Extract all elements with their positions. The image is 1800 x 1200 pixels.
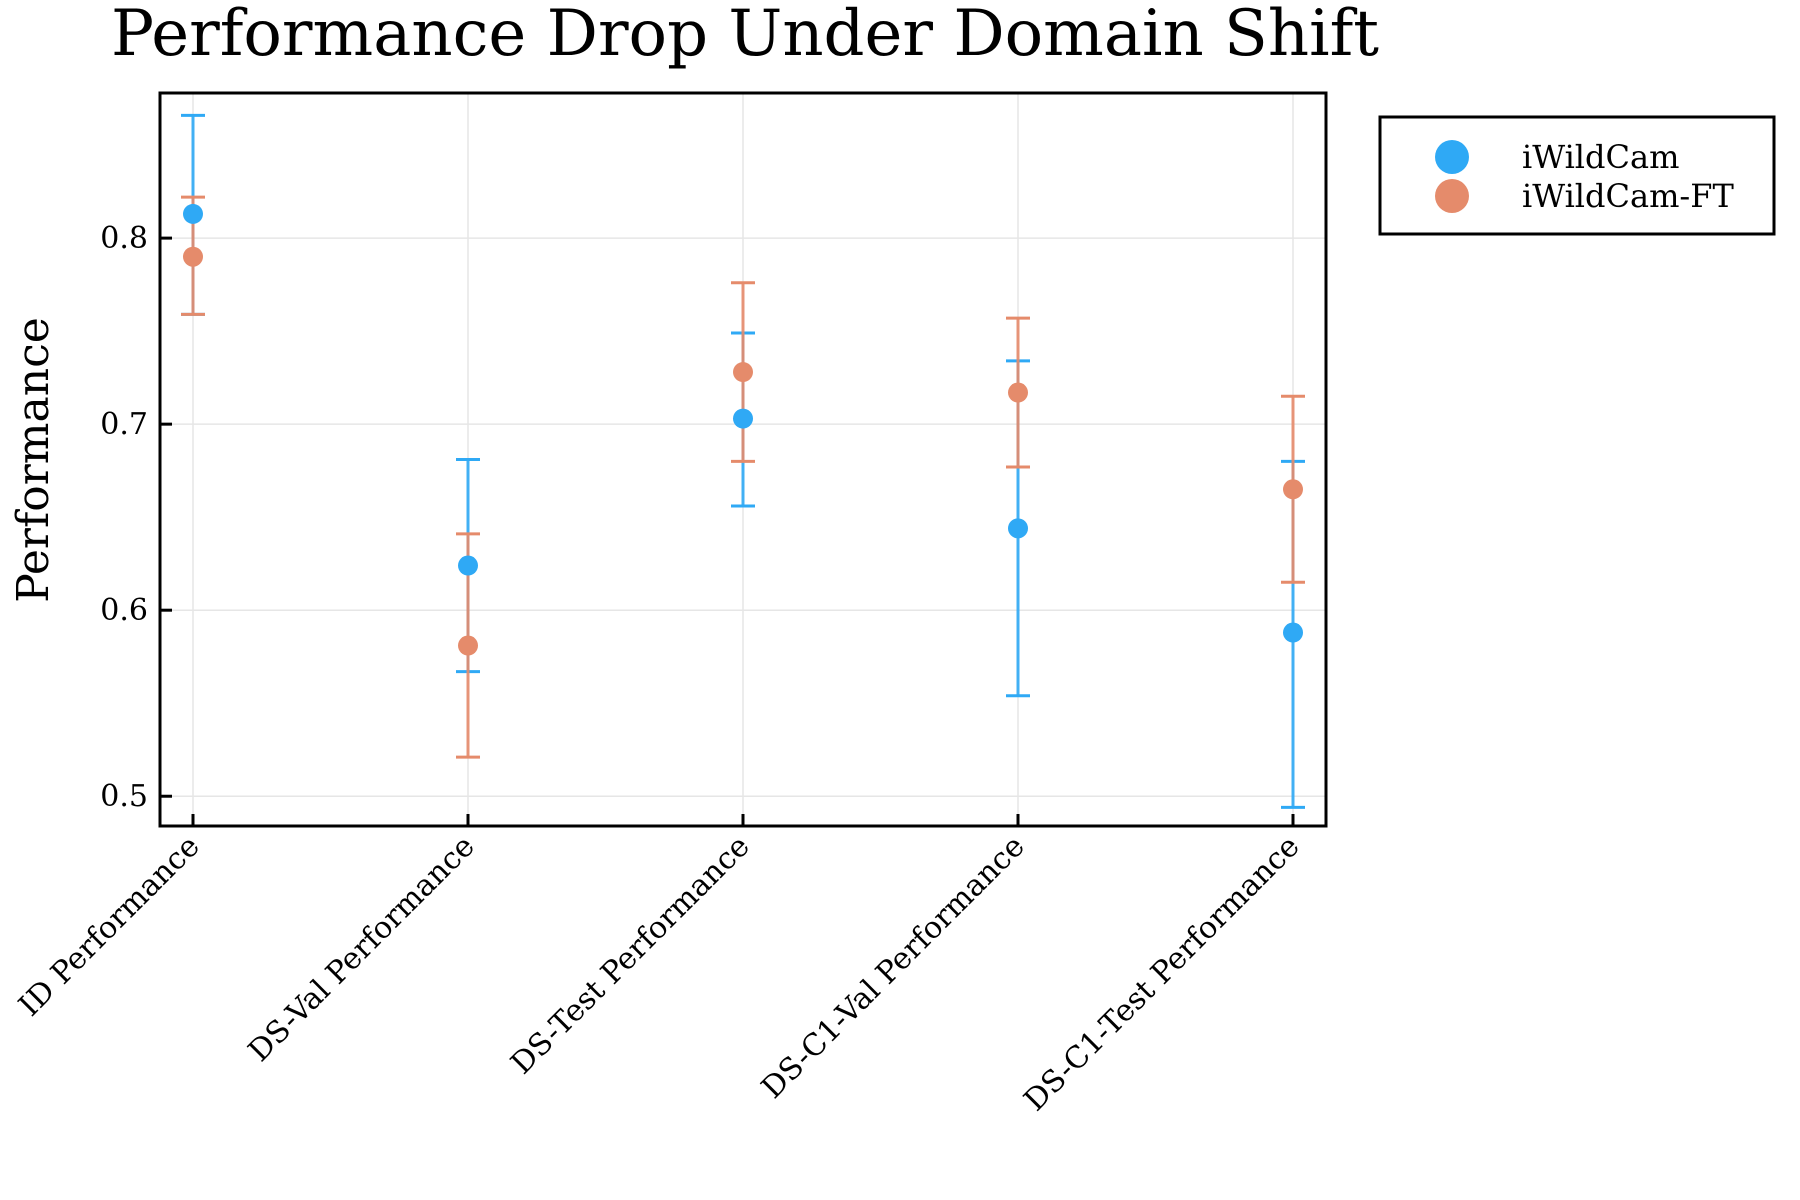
y-tick-label-2: 0.7 xyxy=(100,407,148,442)
legend: iWildCam iWildCam-FT xyxy=(1378,115,1776,236)
point-s0-3 xyxy=(1008,518,1028,539)
x-tick-label-3: DS-C1-Val Performance xyxy=(755,829,1032,1106)
x-tick-label-1: DS-Val Performance xyxy=(242,829,482,1069)
x-tick-label-0: ID Performance xyxy=(12,829,207,1024)
y-tick-label-1: 0.6 xyxy=(100,593,148,628)
point-s1-4 xyxy=(1283,479,1303,500)
y-axis-ticks: 0.5 0.6 0.7 0.8 xyxy=(100,221,172,814)
point-s1-2 xyxy=(733,362,753,383)
point-s0-4 xyxy=(1283,622,1303,643)
legend-marker-iwildcam-ft xyxy=(1435,179,1469,213)
legend-marker-iwildcam xyxy=(1435,140,1469,174)
point-s0-2 xyxy=(733,408,753,429)
point-s1-1 xyxy=(458,635,478,656)
point-s0-0 xyxy=(183,203,203,224)
x-tick-label-4: DS-C1-Test Performance xyxy=(1017,829,1306,1118)
y-tick-label-0: 0.5 xyxy=(100,779,148,814)
x-tick-label-2: DS-Test Performance xyxy=(504,829,756,1081)
legend-frame xyxy=(1378,115,1776,236)
data-points xyxy=(183,203,1303,656)
point-s1-0 xyxy=(183,246,203,267)
legend-label-iwildcam-ft: iWildCam-FT xyxy=(1522,177,1734,215)
point-s0-1 xyxy=(458,555,478,576)
y-axis-label: Performance xyxy=(8,317,59,602)
chart-title: Performance Drop Under Domain Shift xyxy=(111,0,1379,71)
point-s1-3 xyxy=(1008,382,1028,403)
x-axis-ticks: ID Performance DS-Val Performance DS-Test … xyxy=(12,814,1307,1118)
y-tick-label-3: 0.8 xyxy=(100,221,148,256)
legend-label-iwildcam: iWildCam xyxy=(1522,138,1679,176)
